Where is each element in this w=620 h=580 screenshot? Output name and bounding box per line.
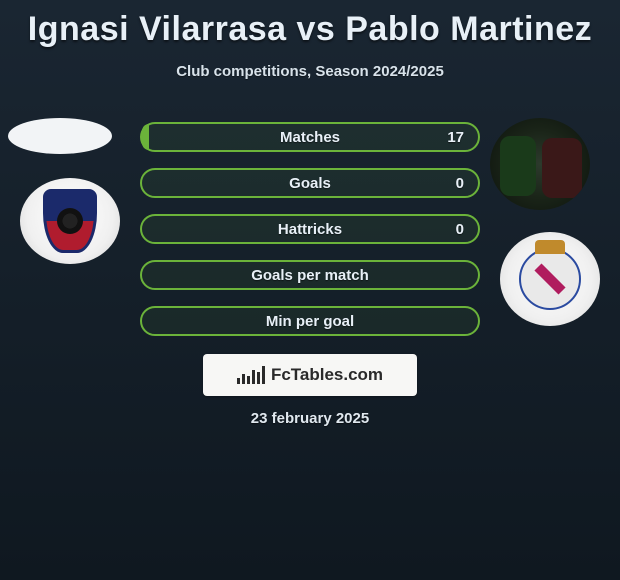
crown-icon	[535, 240, 565, 254]
stat-bar-value: 17	[447, 129, 464, 146]
stat-bar-value: 0	[456, 175, 464, 192]
stat-bar-label: Min per goal	[266, 313, 354, 330]
player2-club-crest	[500, 232, 600, 326]
brand-text: FcTables.com	[271, 365, 383, 385]
player2-avatar	[490, 118, 590, 210]
deportivo-crest-icon	[519, 248, 581, 310]
brand-badge[interactable]: FcTables.com	[203, 354, 417, 396]
date-label: 23 february 2025	[0, 410, 620, 427]
stat-bar-label: Goals	[289, 175, 331, 192]
stat-bar: Matches 17	[140, 122, 480, 152]
stat-bar-fill	[142, 124, 149, 150]
huesca-crest-icon	[43, 189, 97, 253]
subtitle: Club competitions, Season 2024/2025	[0, 63, 620, 80]
player1-avatar-placeholder	[8, 118, 112, 154]
stat-bar: Min per goal	[140, 306, 480, 336]
player1-club-crest	[20, 178, 120, 264]
stat-bar: Goals per match	[140, 260, 480, 290]
stat-bar-value: 0	[456, 221, 464, 238]
stat-bar-label: Goals per match	[251, 267, 369, 284]
page-title: Ignasi Vilarrasa vs Pablo Martinez	[0, 0, 620, 49]
stat-bar: Goals 0	[140, 168, 480, 198]
stat-bar-label: Hattricks	[278, 221, 342, 238]
stat-bar: Hattricks 0	[140, 214, 480, 244]
stat-bar-label: Matches	[280, 129, 340, 146]
bar-chart-icon	[237, 366, 265, 384]
stat-bars: Matches 17 Goals 0 Hattricks 0 Goals per match…	[140, 122, 480, 352]
